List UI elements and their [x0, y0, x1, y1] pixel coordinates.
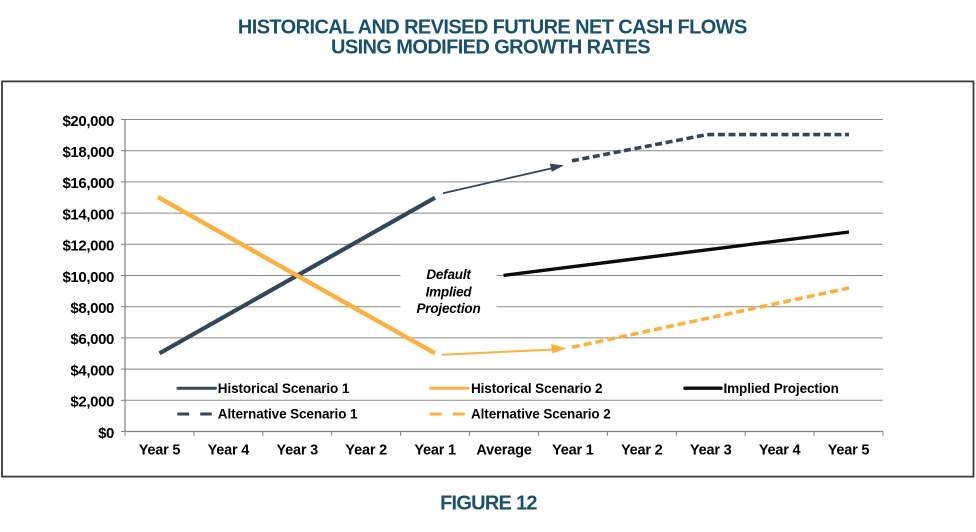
svg-text:Year 4: Year 4: [208, 442, 250, 458]
svg-text:Historical Scenario 1: Historical Scenario 1: [218, 381, 350, 396]
svg-text:Year 2: Year 2: [345, 442, 387, 458]
svg-text:Year 2: Year 2: [621, 442, 663, 458]
svg-text:$6,000: $6,000: [70, 331, 114, 348]
svg-text:$18,000: $18,000: [62, 144, 114, 161]
svg-text:$20,000: $20,000: [62, 113, 114, 130]
svg-text:$4,000: $4,000: [70, 362, 114, 379]
svg-text:Implied: Implied: [426, 285, 473, 300]
svg-text:FIGURE 12: FIGURE 12: [440, 493, 537, 515]
svg-text:Year 3: Year 3: [690, 442, 732, 458]
svg-text:Default: Default: [426, 267, 471, 282]
svg-text:$2,000: $2,000: [70, 394, 114, 411]
svg-text:$8,000: $8,000: [70, 300, 114, 317]
svg-text:HISTORICAL AND REVISED FUTURE: HISTORICAL AND REVISED FUTURE NET CASH F…: [238, 16, 747, 38]
svg-text:Year 5: Year 5: [139, 442, 181, 458]
svg-text:Implied Projection: Implied Projection: [724, 381, 839, 396]
svg-text:Year 4: Year 4: [759, 442, 801, 458]
svg-text:$16,000: $16,000: [62, 175, 114, 192]
svg-text:Year 3: Year 3: [277, 442, 319, 458]
svg-text:Year 1: Year 1: [552, 442, 594, 458]
svg-text:$10,000: $10,000: [62, 269, 114, 286]
svg-text:Average: Average: [476, 442, 531, 458]
svg-text:$14,000: $14,000: [62, 206, 114, 223]
svg-text:$0: $0: [98, 425, 114, 442]
svg-text:Year 5: Year 5: [828, 442, 870, 458]
svg-text:USING MODIFIED GROWTH RATES: USING MODIFIED GROWTH RATES: [331, 36, 650, 58]
svg-text:$12,000: $12,000: [62, 238, 114, 255]
svg-text:Projection: Projection: [416, 301, 480, 316]
svg-text:Year 1: Year 1: [414, 442, 456, 458]
svg-text:Alternative Scenario 1: Alternative Scenario 1: [218, 406, 358, 421]
svg-text:Alternative Scenario 2: Alternative Scenario 2: [471, 406, 611, 421]
svg-text:Historical Scenario 2: Historical Scenario 2: [471, 381, 602, 396]
